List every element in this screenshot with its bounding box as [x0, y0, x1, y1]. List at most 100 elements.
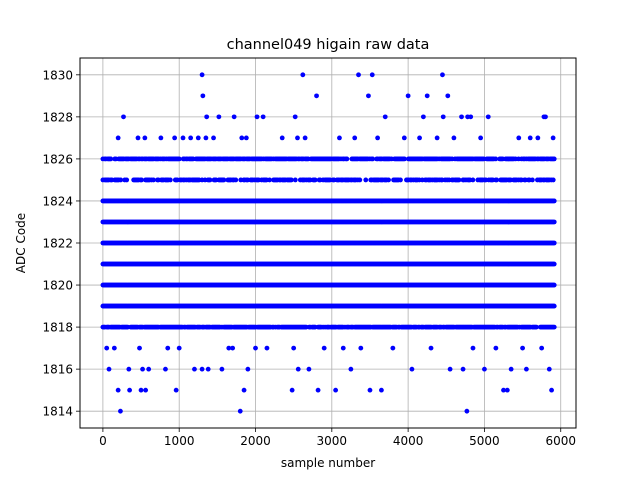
- data-point: [314, 93, 319, 99]
- data-point: [348, 366, 354, 372]
- data-point: [104, 345, 110, 351]
- data-point: [424, 93, 430, 99]
- data-point: [493, 345, 499, 351]
- data-point: [176, 156, 182, 162]
- data-point: [121, 114, 126, 120]
- chart-title: channel049 higain raw data: [227, 37, 430, 53]
- data-point: [379, 387, 384, 393]
- data-point: [417, 135, 422, 141]
- data-point: [390, 345, 396, 351]
- data-point: [140, 366, 145, 372]
- data-point: [221, 177, 227, 183]
- data-point: [176, 345, 182, 351]
- data-point: [158, 135, 164, 141]
- data-point: [398, 177, 403, 183]
- data-point: [550, 135, 556, 141]
- x-tick-label: 6000: [545, 434, 576, 448]
- y-tick-label: 1824: [42, 194, 73, 208]
- data-point: [118, 408, 123, 414]
- data-point: [382, 114, 388, 120]
- data-point: [520, 345, 525, 351]
- data-point: [447, 366, 453, 372]
- y-tick-label: 1826: [42, 152, 73, 166]
- data-point: [527, 135, 533, 141]
- data-point: [172, 135, 178, 141]
- data-point: [440, 114, 446, 120]
- data-point: [451, 135, 457, 141]
- data-point: [516, 135, 522, 141]
- data-point: [534, 324, 539, 330]
- data-point: [470, 177, 476, 183]
- y-tick-label: 1830: [42, 68, 73, 82]
- data-point: [143, 387, 149, 393]
- data-point: [459, 114, 464, 120]
- data-point: [231, 114, 237, 120]
- data-point: [420, 114, 426, 120]
- data-point: [137, 345, 142, 351]
- x-axis-label: sample number: [281, 456, 375, 470]
- x-tick-label: 1000: [164, 434, 195, 448]
- x-tick-label: 2000: [240, 434, 271, 448]
- data-point: [333, 387, 339, 393]
- data-point: [200, 93, 206, 99]
- data-point: [464, 408, 470, 414]
- data-point: [289, 387, 295, 393]
- data-point: [124, 177, 130, 183]
- data-point: [344, 156, 350, 162]
- data-point: [173, 387, 179, 393]
- data-points: [100, 72, 557, 414]
- data-point: [434, 135, 440, 141]
- y-tick-label: 1820: [42, 279, 73, 293]
- data-point: [146, 366, 152, 372]
- data-point: [226, 345, 232, 351]
- x-tick-label: 5000: [469, 434, 500, 448]
- data-point: [138, 387, 144, 393]
- data-point: [357, 177, 363, 183]
- data-point: [115, 387, 121, 393]
- data-point: [468, 114, 474, 120]
- data-point: [204, 114, 210, 120]
- data-point: [211, 135, 216, 141]
- data-point: [118, 177, 124, 183]
- data-point: [543, 114, 548, 120]
- data-point: [478, 135, 484, 141]
- data-point: [195, 135, 201, 141]
- data-point: [549, 387, 554, 393]
- data-point: [230, 345, 236, 351]
- data-point: [300, 72, 306, 78]
- y-tick-label: 1814: [42, 405, 73, 419]
- data-point: [199, 366, 205, 372]
- data-point: [180, 135, 186, 141]
- data-point: [139, 177, 144, 183]
- data-point: [199, 72, 205, 78]
- y-tick-label: 1822: [42, 237, 73, 251]
- data-point: [207, 177, 213, 183]
- y-tick-label: 1816: [42, 363, 73, 377]
- data-point: [267, 177, 272, 183]
- data-point: [292, 177, 298, 183]
- data-point: [352, 135, 358, 141]
- data-point: [337, 135, 342, 141]
- data-point: [219, 366, 225, 372]
- data-point: [135, 135, 141, 141]
- data-point: [291, 345, 297, 351]
- data-point: [551, 261, 557, 267]
- data-point: [126, 366, 132, 372]
- data-point: [192, 366, 197, 372]
- data-point: [456, 177, 462, 183]
- data-point: [551, 219, 557, 225]
- data-point: [358, 345, 364, 351]
- data-point: [321, 345, 327, 351]
- data-point: [501, 387, 506, 393]
- data-point: [295, 366, 301, 372]
- data-point: [551, 324, 557, 330]
- data-point: [254, 114, 260, 120]
- data-point: [370, 156, 376, 162]
- data-point: [550, 177, 556, 183]
- data-point: [108, 156, 114, 162]
- x-tick-label: 4000: [393, 434, 424, 448]
- data-point: [539, 345, 545, 351]
- data-point: [508, 366, 514, 372]
- data-point: [445, 93, 451, 99]
